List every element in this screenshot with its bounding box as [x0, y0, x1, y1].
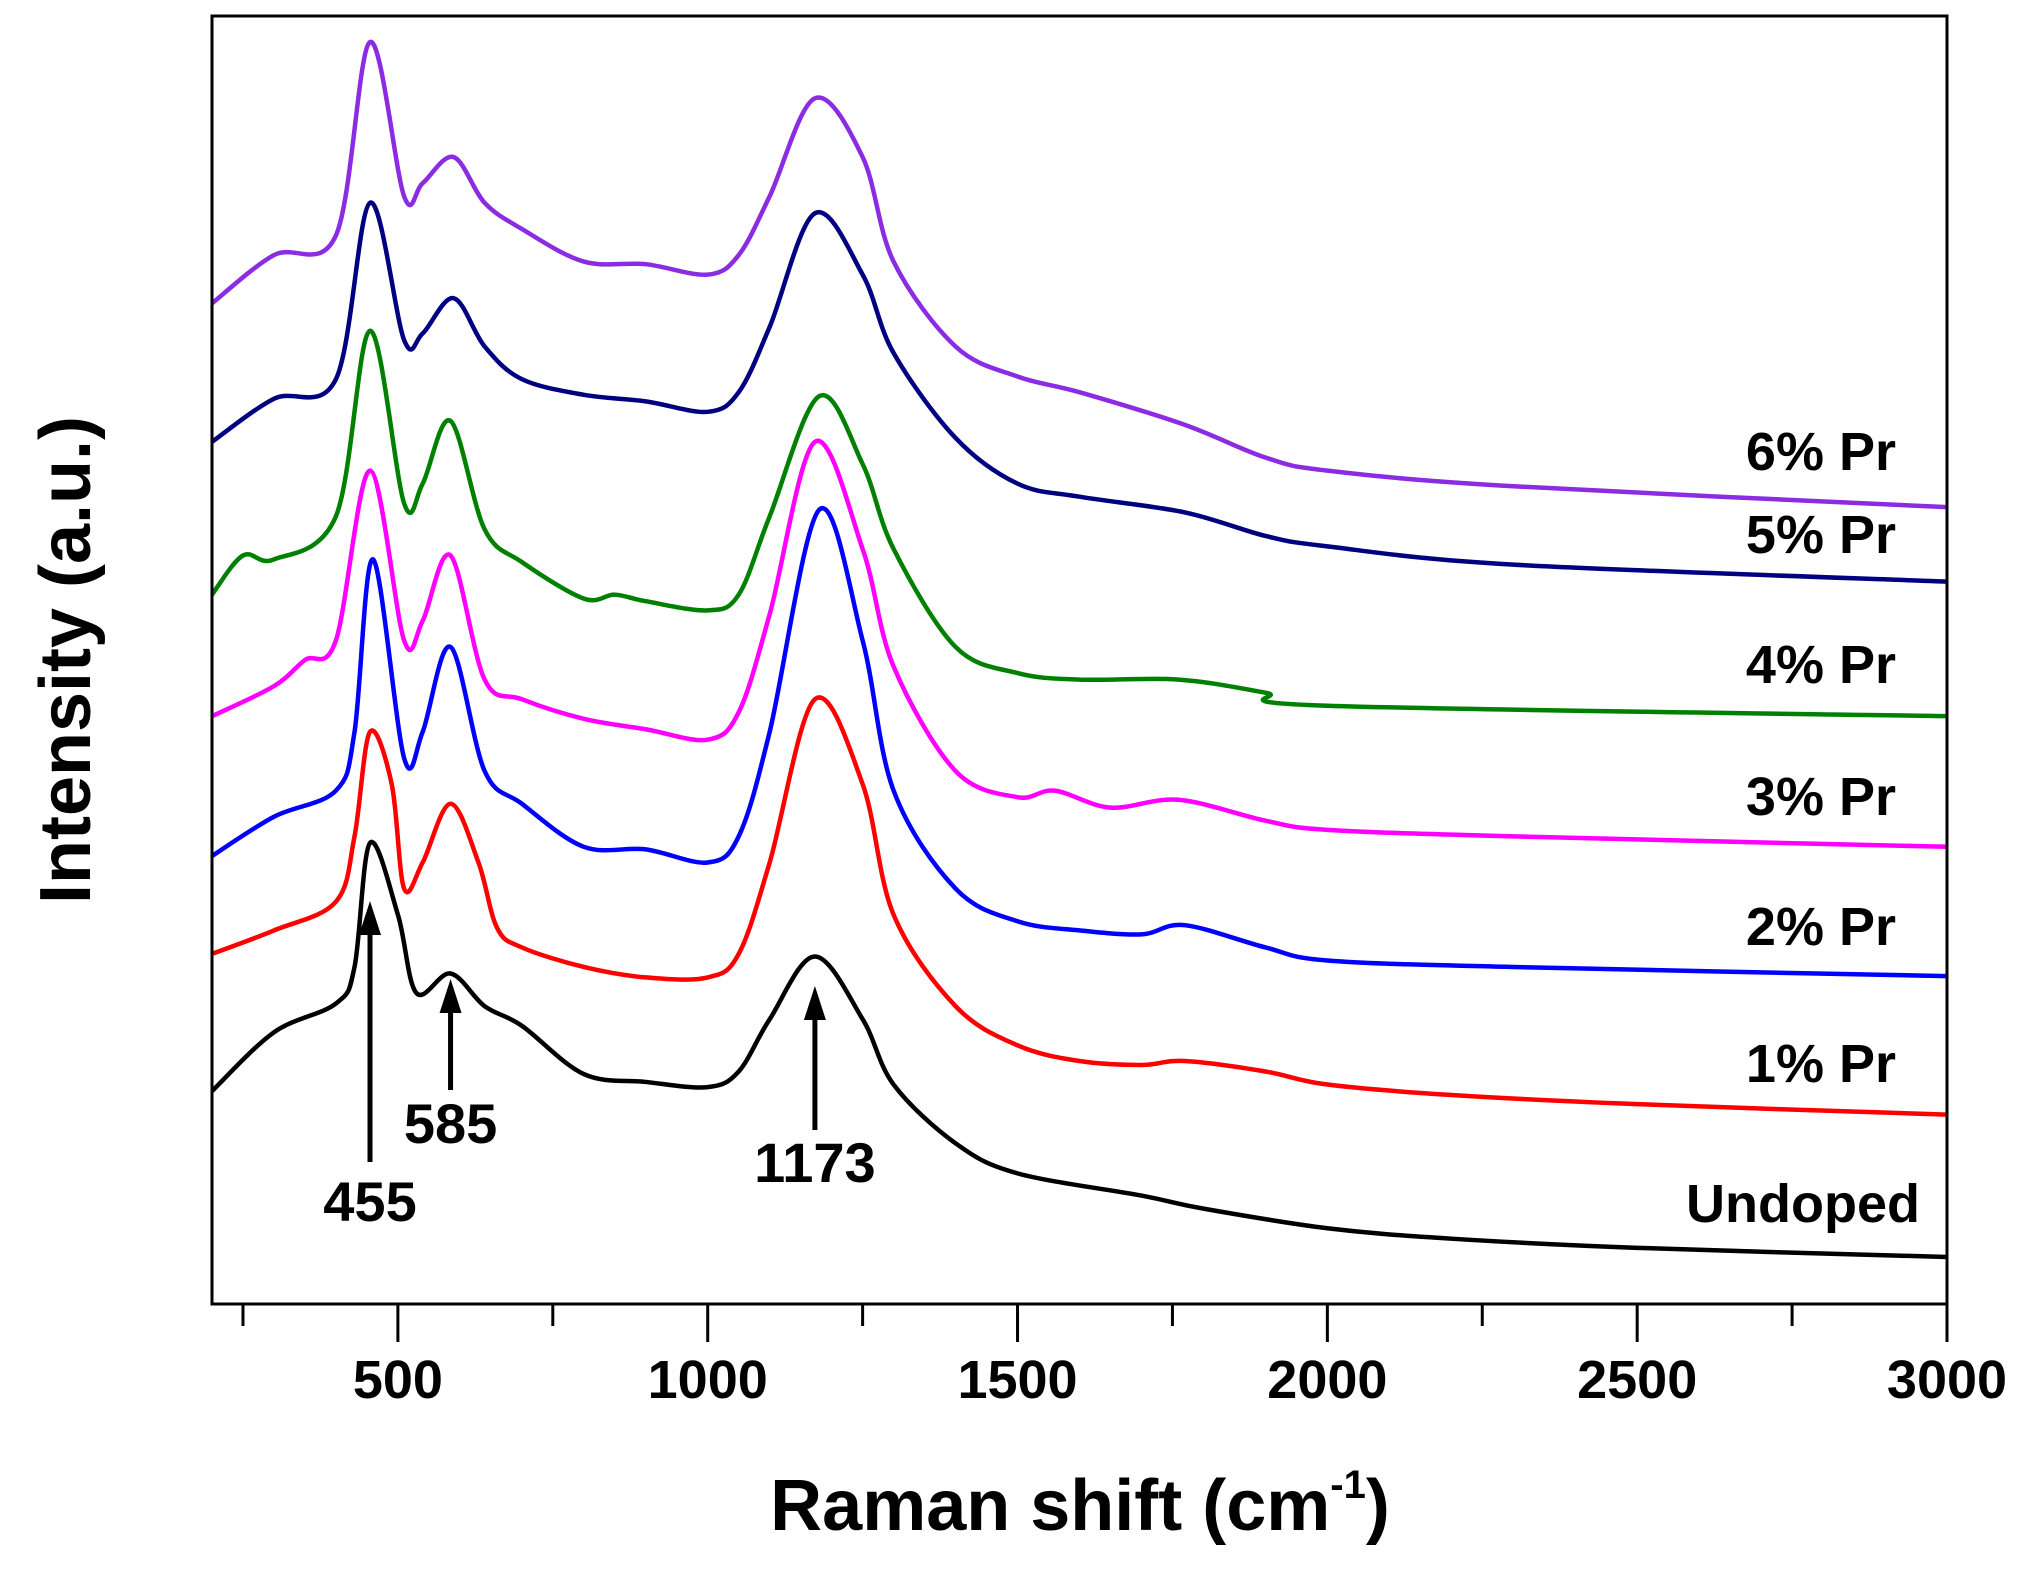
series-line-5-pr — [210, 200, 1948, 584]
series-labels: Undoped 1% Pr 2% Pr 3% Pr 4% Pr 5% Pr 6% Pr — [1686, 422, 1920, 1234]
x-tick-label: 2500 — [1577, 1350, 1697, 1410]
x-tick-label: 1500 — [957, 1350, 1077, 1410]
arrowhead-icon — [439, 979, 462, 1013]
series-label-4-pr: 4% Pr — [1746, 635, 1896, 695]
series-label-6-pr: 6% Pr — [1746, 422, 1896, 482]
series-line-1-pr — [211, 695, 1948, 1117]
arrowhead-icon — [359, 901, 382, 935]
x-tick-label: 1000 — [648, 1350, 768, 1410]
arrowhead-icon — [803, 986, 826, 1020]
series-line-undoped — [210, 839, 1948, 1260]
annotation-label-1173: 1173 — [754, 1131, 876, 1194]
series-line-3-pr — [211, 438, 1948, 850]
series-label-5-pr: 5% Pr — [1746, 505, 1896, 565]
x-tick-label: 500 — [353, 1350, 443, 1410]
x-axis-ticks: 500 1000 1500 2000 2500 3000 — [241, 1304, 2007, 1410]
series-line-2-pr — [210, 505, 1948, 979]
series-label-1-pr: 1% Pr — [1746, 1034, 1896, 1094]
series-label-2-pr: 2% Pr — [1746, 897, 1896, 957]
x-tick-label: 2000 — [1267, 1350, 1387, 1410]
series-lines — [210, 39, 1948, 1260]
series-line-6-pr — [210, 39, 1948, 510]
annotation-label-455: 455 — [323, 1170, 416, 1233]
y-axis-label: Intensity (a.u.) — [26, 416, 106, 904]
x-tick-label: 3000 — [1887, 1350, 2007, 1410]
peak-annotations: 455 585 1173 — [323, 901, 876, 1233]
series-label-undoped: Undoped — [1686, 1174, 1920, 1234]
series-label-3-pr: 3% Pr — [1746, 767, 1896, 827]
x-axis-label: Raman shift (cm-1) — [770, 1463, 1390, 1546]
annotation-label-585: 585 — [404, 1092, 497, 1155]
series-line-4-pr — [210, 328, 1948, 719]
plot-frame — [210, 14, 1949, 1306]
